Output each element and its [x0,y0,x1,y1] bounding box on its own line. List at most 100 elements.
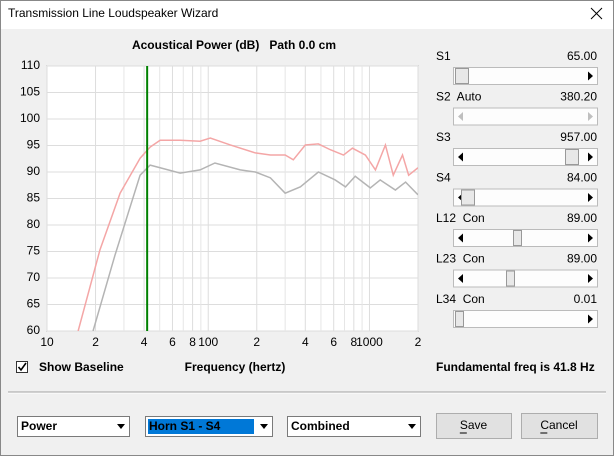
y-tick-label: 90 [27,164,41,178]
combo-arrow [408,424,416,429]
scroll-track [453,188,598,207]
combo-field [17,416,130,437]
y-tick-label: 95 [27,138,41,152]
scroll-track [453,310,598,328]
checkbox-label: Show Baseline [39,360,124,374]
combo-field [287,416,421,437]
checkbox-box [16,361,28,373]
x-tick-label: 4 [141,335,148,349]
scroll-thumb [513,230,522,246]
scroll-right-arrow [588,71,593,81]
x-tick-label: 6 [169,335,176,349]
slider-value: 65.00 [567,49,597,63]
x-tick-label: 2 [92,335,99,349]
scroll-right-arrow [588,152,593,162]
x-tick-label: 10 [40,335,54,349]
scroll-right-arrow [588,314,593,324]
baseline-checkbox[interactable]: Show Baseline [16,360,125,374]
slider[interactable]: L34 Con 0.01 [436,292,598,328]
scroll-thumb [461,189,475,206]
slider[interactable]: L12 Con 89.00 [436,211,598,247]
chart-title: Acoustical Power (dB) Path 0.0 cm [132,38,336,52]
y-tick-label: 100 [20,111,40,125]
x-tick-label: 2 [415,335,422,349]
button-face [521,413,598,439]
y-tick-label: 70 [27,270,41,284]
y-tick-label: 80 [27,217,41,231]
scroll-track [453,107,598,126]
scroll-left-arrow [458,152,463,162]
x-tick-label: 100 [198,335,218,349]
title-bar [1,1,613,29]
combo-text: Power [21,419,57,433]
x-tick-label: 1000 [356,335,383,349]
combo-box[interactable]: Horn S1 - S4 [145,416,273,437]
slider-label: L12 Con [436,211,485,225]
y-tick-label: 60 [27,323,41,337]
slider[interactable]: S3 957.00 [436,130,598,166]
slider-value: 380.20 [560,90,597,104]
slider-value: 84.00 [567,171,597,185]
slider-label: L34 Con [436,292,485,306]
slider-value: 957.00 [560,130,597,144]
x-tick-label: 2 [253,335,260,349]
series-line [92,162,418,331]
checkmark [17,362,27,372]
y-tick-label: 85 [27,191,41,205]
x-tick-label: 8 [350,335,357,349]
slider-label: S1 [436,49,451,63]
combo-text: Horn S1 - S4 [149,419,221,433]
scroll-right-arrow [588,193,593,202]
scroll-track [453,148,598,166]
button-label: Save [460,418,488,432]
scroll-left-arrow [458,233,463,243]
slider[interactable]: S4 84.00 [436,171,598,207]
scroll-thumb [506,270,515,287]
y-tick-label: 105 [20,85,40,99]
button-face [436,413,512,439]
y-tick-label: 75 [27,244,41,258]
slider-label: L23 Con [436,252,485,266]
close-button[interactable] [590,7,603,20]
y-tick-label: 65 [27,297,41,311]
scroll-track [453,229,598,247]
slider[interactable]: L23 Con 89.00 [436,252,598,288]
x-tick-label: 6 [330,335,337,349]
scroll-right-arrow [588,274,593,283]
combo-text: Combined [291,419,350,433]
series-line [77,137,418,331]
combo-arrow [117,424,125,429]
scroll-track [453,67,598,85]
close-icon [590,7,603,20]
slider-label: S2 Auto [436,90,482,104]
scroll-right-arrow [588,112,593,121]
combo-box[interactable]: Combined [287,416,421,437]
slider: S2 Auto 380.20 [436,90,598,126]
window-title: Transmission Line Loudspeaker Wizard [8,6,218,20]
scroll-thumb [565,149,579,165]
combo-box[interactable]: Power [17,416,130,437]
scroll-left-arrow [458,274,463,283]
combo-arrow [260,424,268,429]
x-tick-label: 4 [302,335,309,349]
x-tick-label: 8 [189,335,196,349]
slider-value: 89.00 [567,211,597,225]
slider-value: 89.00 [567,252,597,266]
slider[interactable]: S1 65.00 [436,49,598,85]
scroll-right-arrow [588,233,593,243]
scroll-track [453,269,598,288]
button[interactable]: Cancel [521,413,598,439]
button[interactable]: Save [436,413,512,439]
slider-label: S4 [436,171,451,185]
x-axis-label: Frequency (hertz) [185,360,286,374]
scroll-thumb [455,311,464,327]
scroll-left-arrow [458,112,463,121]
combo-highlight [148,419,254,434]
status-text: Fundamental freq is 41.8 Hz [436,360,595,374]
scroll-thumb [455,68,469,84]
button-label: Cancel [540,418,577,432]
slider-label: S3 [436,130,451,144]
y-tick-label: 110 [21,58,40,72]
